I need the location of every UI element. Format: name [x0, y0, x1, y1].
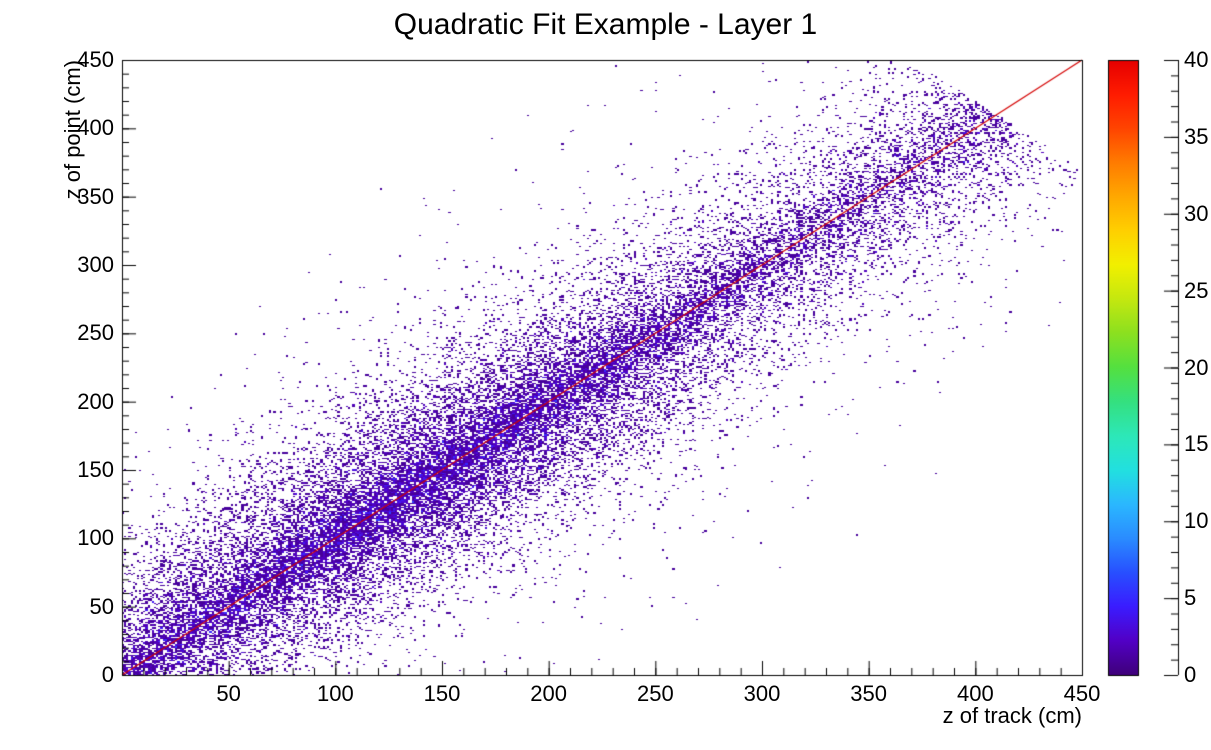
- tick-label: 20: [1184, 355, 1208, 381]
- tick-label: 25: [1184, 278, 1208, 304]
- tick-label: 100: [317, 681, 354, 707]
- tick-label: 450: [64, 47, 114, 73]
- tick-label: 250: [64, 320, 114, 346]
- tick-label: 40: [1184, 47, 1208, 73]
- tick-label: 300: [64, 252, 114, 278]
- tick-label: 350: [850, 681, 887, 707]
- tick-label: 50: [64, 594, 114, 620]
- tick-label: 10: [1184, 508, 1208, 534]
- tick-label: 450: [1064, 681, 1101, 707]
- plot-canvas: [0, 0, 1211, 750]
- tick-label: 250: [637, 681, 674, 707]
- tick-label: 400: [957, 681, 994, 707]
- tick-label: 300: [744, 681, 781, 707]
- tick-label: 0: [1184, 662, 1196, 688]
- tick-label: 5: [1184, 585, 1196, 611]
- tick-label: 150: [64, 457, 114, 483]
- x-axis-label: z of track (cm): [122, 703, 1082, 729]
- tick-label: 200: [64, 389, 114, 415]
- chart-container: Quadratic Fit Example - Layer 1 z of tra…: [0, 0, 1211, 750]
- tick-label: 100: [64, 525, 114, 551]
- tick-label: 35: [1184, 124, 1208, 150]
- y-axis-label: z of point (cm): [60, 60, 86, 675]
- tick-label: 200: [530, 681, 567, 707]
- tick-label: 400: [64, 115, 114, 141]
- tick-label: 15: [1184, 431, 1208, 457]
- tick-label: 0: [64, 662, 114, 688]
- tick-label: 30: [1184, 201, 1208, 227]
- tick-label: 50: [216, 681, 240, 707]
- tick-label: 150: [424, 681, 461, 707]
- tick-label: 350: [64, 184, 114, 210]
